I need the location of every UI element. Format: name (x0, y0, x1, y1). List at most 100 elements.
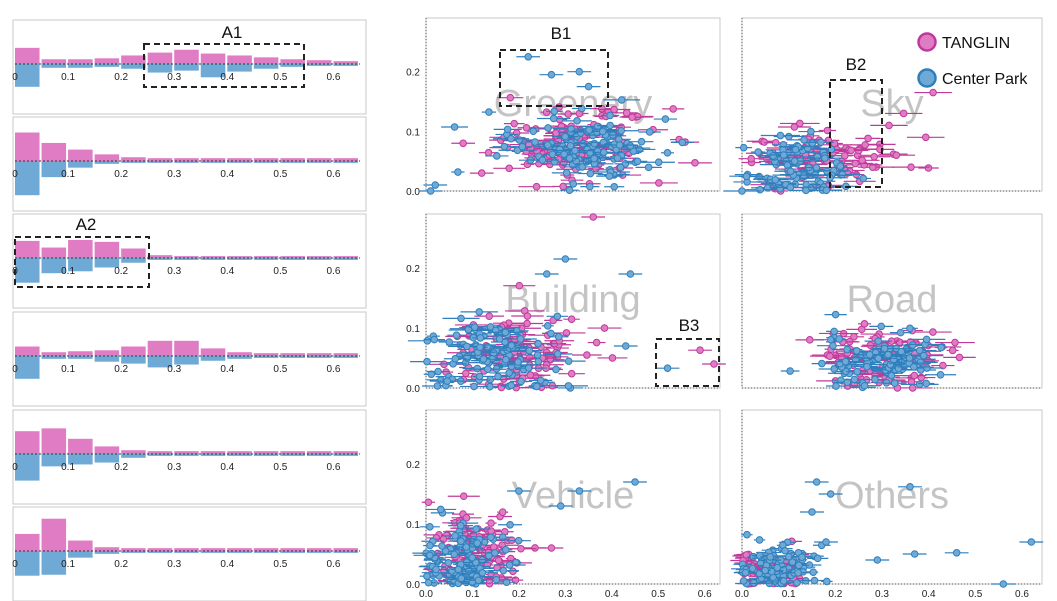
point-center-park (525, 346, 534, 355)
point-center-park (552, 365, 560, 374)
bar-center-park (227, 64, 252, 72)
point-center-park (468, 553, 476, 562)
bar-tanglin (94, 446, 120, 454)
bar-center-park (227, 161, 252, 163)
x-tick-label: 0.6 (327, 462, 341, 473)
point-center-park (863, 362, 871, 371)
x-tick-label: 0.2 (828, 589, 842, 600)
point-tanglin (600, 324, 609, 332)
bar-tanglin (41, 142, 67, 161)
histogram-panel-3: 0 0.1 0.2 0.3 0.4 0.5 0.6 (12, 213, 367, 309)
point-tanglin (929, 88, 937, 97)
panel-label: Vehicle (512, 475, 635, 517)
point-center-park (853, 367, 861, 376)
bar-center-park (121, 258, 146, 263)
bar-center-park (227, 454, 252, 456)
bar-center-park (68, 356, 93, 359)
point-center-park (456, 521, 465, 530)
bar-center-park (200, 551, 226, 553)
bar-center-park (41, 258, 67, 274)
point-center-park (451, 354, 460, 363)
bar-center-park (15, 356, 40, 379)
point-center-park (874, 337, 883, 345)
point-center-park (818, 359, 826, 368)
x-tick-label: 0.4 (220, 266, 234, 277)
y-tick-label: 0.1 (406, 127, 420, 138)
x-tick-label: 0.3 (167, 559, 181, 570)
point-tanglin (796, 119, 804, 128)
x-tick-label: 0.1 (61, 462, 75, 473)
point-center-park (566, 141, 575, 150)
bar-tanglin (68, 149, 93, 161)
point-center-park (457, 314, 465, 323)
point-center-park (507, 381, 515, 390)
point-tanglin (515, 281, 524, 290)
bar-tanglin (15, 533, 40, 551)
bar-center-park (94, 161, 120, 164)
point-center-park (438, 542, 446, 550)
point-center-park (896, 328, 905, 337)
bar-tanglin (333, 256, 358, 258)
x-tick-label: 0.2 (114, 169, 128, 180)
point-tanglin (494, 556, 503, 565)
point-tanglin (462, 514, 471, 522)
point-tanglin (505, 164, 513, 173)
bar-center-park (147, 454, 173, 456)
point-center-park (873, 556, 882, 564)
bar-center-park (68, 258, 93, 272)
bar-tanglin (121, 55, 146, 64)
bar-center-park (253, 454, 279, 456)
point-center-park (524, 364, 533, 372)
bar-center-park (121, 454, 146, 458)
point-center-park (491, 549, 499, 557)
point-tanglin (760, 138, 769, 146)
bar-tanglin (121, 248, 146, 258)
point-center-park (887, 371, 896, 380)
x-tick-label: 0.6 (1015, 589, 1029, 600)
legend-label-tanglin: TANGLIN (942, 35, 1010, 52)
point-center-park (502, 578, 511, 586)
scatter-panel-greenery: Greenery 0.0 0.1 0.2 (406, 17, 721, 198)
point-center-park (838, 170, 847, 179)
point-center-park (916, 358, 925, 367)
bar-tanglin (121, 157, 146, 161)
point-center-park (769, 152, 778, 160)
point-center-park (922, 379, 931, 388)
point-center-park (584, 82, 593, 91)
bar-center-park (280, 356, 305, 358)
point-center-park (822, 538, 830, 546)
point-tanglin (523, 319, 531, 328)
bar-tanglin (147, 548, 173, 551)
bar-center-park (147, 356, 173, 368)
scatter-panel-road: Road (741, 213, 1043, 392)
bar-center-park (333, 356, 358, 358)
point-tanglin (850, 332, 858, 341)
bar-center-park (253, 64, 279, 69)
x-tick-label: 0.1 (61, 72, 75, 83)
bar-tanglin (227, 548, 252, 551)
bar-tanglin (121, 548, 146, 551)
point-center-park (426, 187, 435, 195)
callout-b1-label: B1 (551, 24, 572, 43)
bar-tanglin (253, 353, 279, 356)
point-center-park (877, 322, 886, 331)
point-center-park (518, 142, 527, 151)
point-center-park (515, 487, 523, 495)
bar-center-park (306, 64, 332, 66)
bar-tanglin (41, 518, 67, 551)
point-center-park (633, 157, 642, 166)
point-center-park (473, 539, 482, 547)
bar-center-park (253, 258, 279, 260)
point-center-park (739, 577, 748, 585)
x-tick-label: 0.6 (327, 169, 341, 180)
scatter-panel-sky: Sky (723, 17, 1043, 195)
point-center-park (450, 123, 459, 131)
point-tanglin (847, 146, 855, 155)
callout-b3-label: B3 (679, 316, 700, 335)
point-center-park (841, 357, 850, 366)
point-center-park (766, 553, 775, 561)
x-tick-label: 0.4 (220, 72, 234, 83)
bar-center-park (200, 454, 226, 456)
point-center-park (503, 125, 512, 134)
